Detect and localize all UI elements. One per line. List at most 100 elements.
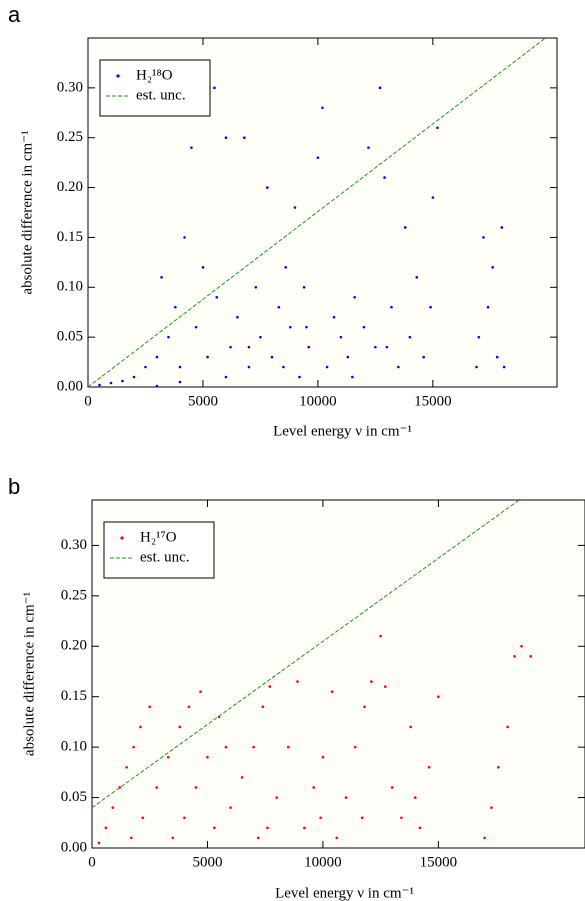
data-point — [346, 355, 350, 359]
data-point — [104, 826, 108, 830]
x-tick-label: 0 — [84, 393, 92, 409]
data-point — [437, 695, 440, 698]
y-tick-label: 0.30 — [61, 537, 87, 553]
x-tick-label: 15000 — [414, 393, 452, 409]
x-tick-label: 5000 — [188, 393, 218, 409]
data-point — [330, 690, 334, 693]
data-point — [270, 355, 274, 359]
plot-content — [92, 500, 533, 845]
y-tick-label: 0.05 — [57, 329, 83, 345]
data-point — [254, 285, 258, 289]
y-tick-label: 0.05 — [61, 789, 87, 805]
data-point — [332, 315, 336, 319]
data-point — [259, 335, 262, 339]
data-point — [199, 690, 202, 693]
data-point — [129, 836, 133, 840]
data-point — [243, 136, 246, 140]
data-point — [321, 755, 325, 759]
data-point — [247, 345, 251, 349]
data-point — [529, 655, 533, 658]
x-tick-label: 5000 — [192, 854, 222, 870]
data-point — [148, 705, 152, 709]
data-point — [303, 826, 306, 830]
data-point — [383, 176, 386, 179]
data-point — [307, 345, 311, 349]
data-point — [178, 725, 182, 729]
data-point — [247, 365, 251, 369]
data-point — [155, 355, 159, 359]
legend-label: est. unc. — [140, 549, 190, 565]
y-tick-label: 0.20 — [57, 179, 83, 195]
data-point — [408, 335, 412, 339]
data-point — [353, 295, 356, 299]
data-point — [302, 285, 306, 289]
data-point — [236, 315, 239, 319]
data-point — [335, 836, 339, 840]
data-point — [400, 816, 403, 820]
x-tick-label: 0 — [88, 854, 96, 870]
data-point — [413, 796, 417, 799]
data-point — [224, 745, 228, 749]
panel-label: b — [8, 474, 20, 499]
data-point — [298, 375, 301, 379]
data-point — [194, 786, 198, 789]
x-tick-label: 10000 — [299, 393, 337, 409]
data-point — [183, 816, 186, 820]
data-point — [319, 816, 322, 820]
data-point — [495, 355, 499, 359]
data-point — [229, 806, 232, 809]
data-point — [403, 226, 407, 229]
data-point — [178, 380, 182, 384]
data-point — [125, 766, 128, 769]
data-point — [139, 725, 142, 729]
legend-label: est. unc. — [136, 87, 186, 103]
y-tick-label: 0.00 — [57, 378, 83, 394]
data-point — [171, 836, 175, 840]
data-point — [482, 236, 485, 239]
data-point — [174, 305, 177, 309]
data-point — [261, 705, 265, 709]
data-point — [194, 325, 198, 329]
data-point — [201, 266, 205, 269]
legend-label: H₂¹⁷O — [140, 529, 177, 545]
data-point — [502, 365, 506, 369]
x-axis-label: Level energy ν in cm⁻¹ — [273, 423, 412, 439]
data-point — [190, 146, 193, 149]
data-point — [144, 365, 147, 369]
estimate-line — [92, 500, 520, 809]
data-point — [305, 325, 308, 329]
data-point — [363, 705, 366, 709]
data-point — [390, 305, 393, 309]
data-point — [166, 755, 170, 759]
x-tick-label: 10000 — [304, 854, 342, 870]
data-point — [296, 680, 299, 683]
data-point — [316, 156, 320, 159]
data-point — [266, 826, 269, 830]
y-tick-label: 0.25 — [61, 587, 87, 603]
y-tick-label: 0.10 — [61, 739, 87, 755]
data-point — [353, 745, 357, 749]
data-point — [289, 325, 292, 329]
data-point — [224, 375, 228, 379]
data-point — [475, 365, 478, 369]
data-point — [431, 196, 435, 199]
legend-swatch — [120, 536, 124, 540]
data-point — [325, 365, 329, 369]
data-point — [483, 836, 486, 840]
data-point — [422, 355, 425, 359]
data-point — [252, 745, 255, 749]
data-point — [506, 725, 509, 729]
data-point — [132, 375, 136, 379]
data-point — [418, 826, 422, 830]
data-point — [477, 335, 481, 339]
data-point — [183, 236, 186, 239]
data-point — [266, 186, 269, 189]
data-point — [383, 685, 387, 688]
data-point — [293, 206, 297, 209]
data-point — [497, 766, 500, 769]
data-point — [284, 266, 288, 269]
data-point — [436, 126, 439, 130]
data-point — [390, 786, 394, 789]
y-axis-label: absolute difference in cm⁻¹ — [21, 592, 37, 756]
data-point — [429, 305, 432, 309]
